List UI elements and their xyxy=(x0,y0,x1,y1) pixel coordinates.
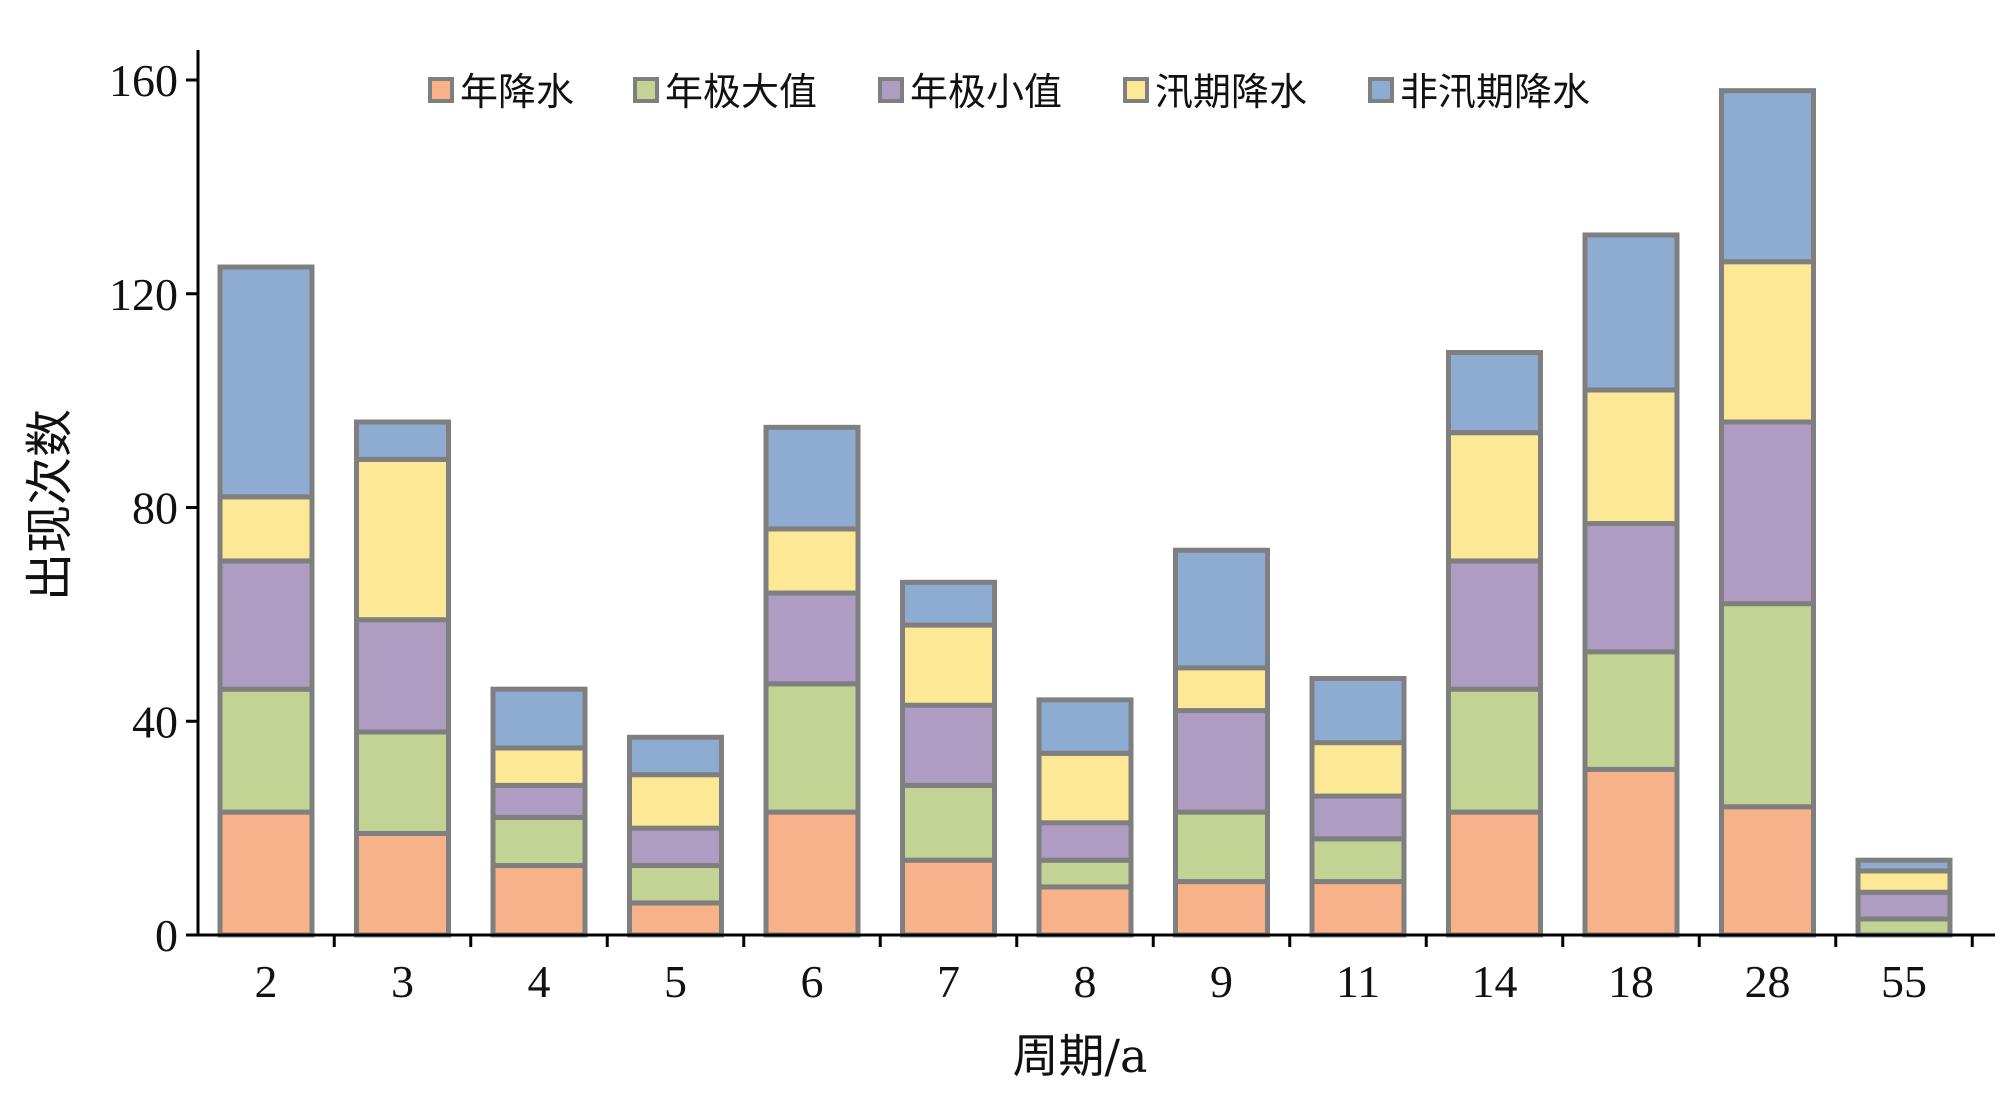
bar-segment-5-series-2 xyxy=(627,863,724,906)
x-tick-label-3: 3 xyxy=(391,956,414,1007)
bar-segment-8-series-3 xyxy=(1036,820,1134,863)
legend-label-1: 年降水 xyxy=(460,70,574,114)
bar-segment-7-series-3 xyxy=(900,702,997,788)
bar-segment-3-series-5 xyxy=(354,419,451,462)
bar-segment-5-series-1 xyxy=(627,900,724,938)
bar-segment-9-series-1 xyxy=(1173,879,1270,938)
bar-segment-5-series-3 xyxy=(627,825,724,869)
legend-swatch-5 xyxy=(1368,77,1394,103)
bar-segment-8-series-2 xyxy=(1036,857,1134,890)
bar-segment-18-series-1 xyxy=(1582,766,1680,938)
x-tick-label-18: 18 xyxy=(1608,956,1654,1007)
bar-segment-6-series-3 xyxy=(763,590,861,687)
bar-segment-6-series-4 xyxy=(763,526,861,596)
bar-segment-7-series-2 xyxy=(900,782,997,863)
x-tick-label-14: 14 xyxy=(1472,956,1518,1007)
x-tick-label-9: 9 xyxy=(1210,956,1233,1007)
legend-swatch-3 xyxy=(878,77,904,103)
bar-segment-11-series-4 xyxy=(1309,740,1407,799)
bar-segment-18-series-2 xyxy=(1582,649,1680,772)
bar-segment-28-series-4 xyxy=(1719,259,1816,425)
bar-segment-7-series-4 xyxy=(900,622,997,708)
legend: 年降水 年极大值 年极小值 汛期降水 非汛期降水 xyxy=(428,70,1590,114)
axes-group: 0 40 80 120 160 2 3 4 5 6 7 8 9 11 14 18 28 55 xyxy=(109,50,1995,1007)
bar-segment-55-series-4 xyxy=(1855,868,1953,895)
bar-segment-7-series-1 xyxy=(900,857,997,938)
bar-segment-8-series-5 xyxy=(1036,697,1134,756)
bar-segment-8-series-1 xyxy=(1036,884,1134,938)
bar-segment-2-series-3 xyxy=(217,558,315,692)
x-axis-title: 周期/a xyxy=(1013,1029,1148,1083)
bar-segment-4-series-3 xyxy=(490,782,588,820)
legend-swatch-1 xyxy=(428,77,454,103)
y-axis-title: 出现次数 xyxy=(22,409,78,601)
bar-segment-14-series-4 xyxy=(1446,430,1543,564)
bar-segment-28-series-1 xyxy=(1719,804,1816,938)
x-tick-label-2: 2 xyxy=(255,956,278,1007)
bar-segment-3-series-1 xyxy=(354,830,451,938)
bar-segment-11-series-5 xyxy=(1309,676,1407,746)
bar-segment-6-series-2 xyxy=(763,681,861,815)
bar-segment-11-series-1 xyxy=(1309,879,1407,938)
legend-swatch-4 xyxy=(1123,77,1149,103)
bar-segment-7-series-5 xyxy=(900,579,997,628)
bar-segment-8-series-4 xyxy=(1036,750,1134,826)
bar-segment-9-series-5 xyxy=(1173,547,1270,671)
bars-group xyxy=(217,88,1953,938)
bar-segment-14-series-5 xyxy=(1446,350,1543,436)
bar-segment-18-series-3 xyxy=(1582,521,1680,655)
bar-segment-3-series-4 xyxy=(354,456,451,623)
y-tick-label-40: 40 xyxy=(132,696,178,747)
bar-segment-4-series-2 xyxy=(490,814,588,869)
bar-segment-4-series-5 xyxy=(490,686,588,751)
bar-segment-4-series-1 xyxy=(490,863,588,938)
legend-swatch-2 xyxy=(633,77,659,103)
x-tick-label-8: 8 xyxy=(1074,956,1097,1007)
legend-label-2: 年极大值 xyxy=(665,70,817,114)
bar-segment-2-series-1 xyxy=(217,809,315,938)
bar-segment-18-series-5 xyxy=(1582,232,1680,393)
legend-label-3: 年极小值 xyxy=(910,70,1062,114)
bar-segment-3-series-3 xyxy=(354,617,451,735)
bar-segment-6-series-5 xyxy=(763,424,861,532)
legend-label-4: 汛期降水 xyxy=(1155,70,1307,114)
x-tick-label-28: 28 xyxy=(1745,956,1791,1007)
bar-segment-3-series-2 xyxy=(354,729,451,836)
y-tick-label-160: 160 xyxy=(109,55,178,106)
bar-segment-9-series-3 xyxy=(1173,708,1270,815)
bar-segment-2-series-2 xyxy=(217,686,315,815)
x-tick-label-7: 7 xyxy=(937,956,960,1007)
y-tick-label-120: 120 xyxy=(109,269,178,320)
bar-segment-28-series-2 xyxy=(1719,601,1816,810)
bar-segment-9-series-4 xyxy=(1173,665,1270,714)
bar-segment-14-series-1 xyxy=(1446,809,1543,938)
bar-segment-2-series-4 xyxy=(217,494,315,564)
bar-segment-28-series-3 xyxy=(1719,419,1816,607)
bar-segment-55-series-3 xyxy=(1855,889,1953,922)
y-tick-label-0: 0 xyxy=(155,910,178,961)
bar-segment-11-series-2 xyxy=(1309,836,1407,885)
bar-segment-28-series-5 xyxy=(1719,88,1816,265)
x-tick-label-55: 55 xyxy=(1881,956,1927,1007)
bar-segment-18-series-4 xyxy=(1582,387,1680,527)
bar-segment-14-series-3 xyxy=(1446,558,1543,692)
bar-segment-11-series-3 xyxy=(1309,793,1407,842)
bar-segment-6-series-1 xyxy=(763,809,861,938)
y-tick-label-80: 80 xyxy=(132,483,178,534)
x-tick-label-11: 11 xyxy=(1336,956,1380,1007)
bar-segment-2-series-5 xyxy=(217,264,315,500)
bar-segment-14-series-2 xyxy=(1446,686,1543,815)
bar-segment-4-series-4 xyxy=(490,745,588,788)
bar-segment-55-series-5 xyxy=(1855,857,1953,874)
legend-label-5: 非汛期降水 xyxy=(1400,70,1590,114)
x-tick-label-5: 5 xyxy=(664,956,687,1007)
x-tick-label-6: 6 xyxy=(801,956,824,1007)
bar-segment-9-series-2 xyxy=(1173,809,1270,885)
x-tick-label-4: 4 xyxy=(528,956,551,1007)
bar-segment-5-series-5 xyxy=(627,734,724,778)
bar-segment-5-series-4 xyxy=(627,772,724,831)
